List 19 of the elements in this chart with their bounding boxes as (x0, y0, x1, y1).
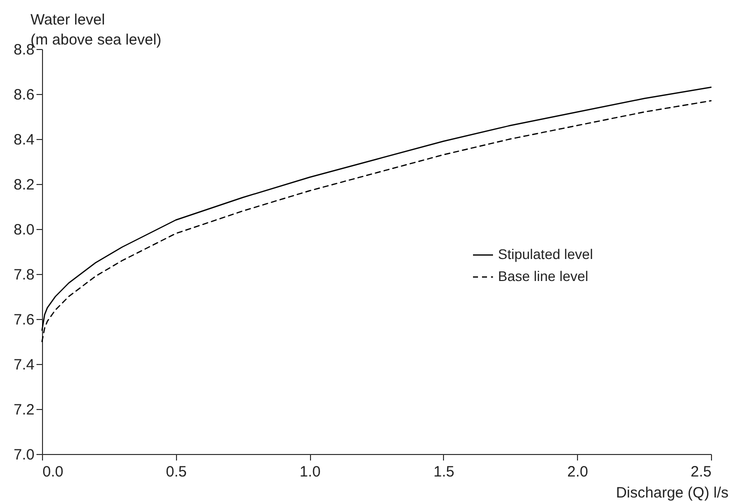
x-tick-label: 2.5 (690, 464, 712, 480)
legend-label: Base line level (498, 268, 588, 284)
x-tick-label: 1.5 (433, 464, 454, 480)
y-tick-label: 7.6 (14, 312, 34, 328)
x-axis-title: Discharge (Q) l/s (616, 484, 728, 502)
y-tick-label: 7.2 (14, 402, 34, 418)
y-tick-label: 7.0 (14, 446, 34, 464)
x-tick-label: 1.0 (300, 464, 321, 480)
x-tick-label: 0.5 (166, 464, 187, 480)
y-tick-label: 7.4 (14, 356, 34, 374)
y-axis-title: Water level (m above sea level) (30, 12, 162, 48)
legend-label: Stipulated level (498, 246, 593, 262)
y-tick-label: 8.4 (14, 132, 34, 148)
y-tick-label: 8.0 (14, 222, 34, 238)
x-tick-label: 2.0 (567, 464, 588, 480)
y-tick-label: 8.2 (14, 176, 34, 194)
x-tick-label: 0.0 (42, 464, 64, 480)
y-tick-label: 7.8 (14, 266, 34, 284)
y-tick-label: 8.6 (14, 86, 34, 104)
